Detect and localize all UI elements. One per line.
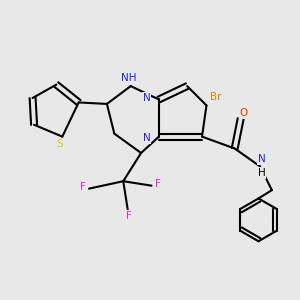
Text: F: F bbox=[80, 182, 85, 192]
Text: H: H bbox=[258, 168, 265, 178]
Text: N: N bbox=[143, 133, 151, 143]
Text: N: N bbox=[143, 93, 151, 103]
Text: S: S bbox=[56, 139, 63, 149]
Text: O: O bbox=[239, 108, 248, 118]
Text: F: F bbox=[126, 211, 132, 221]
Text: Br: Br bbox=[210, 92, 221, 102]
Text: NH: NH bbox=[122, 73, 137, 83]
Text: N: N bbox=[258, 154, 265, 164]
Text: F: F bbox=[155, 179, 161, 189]
